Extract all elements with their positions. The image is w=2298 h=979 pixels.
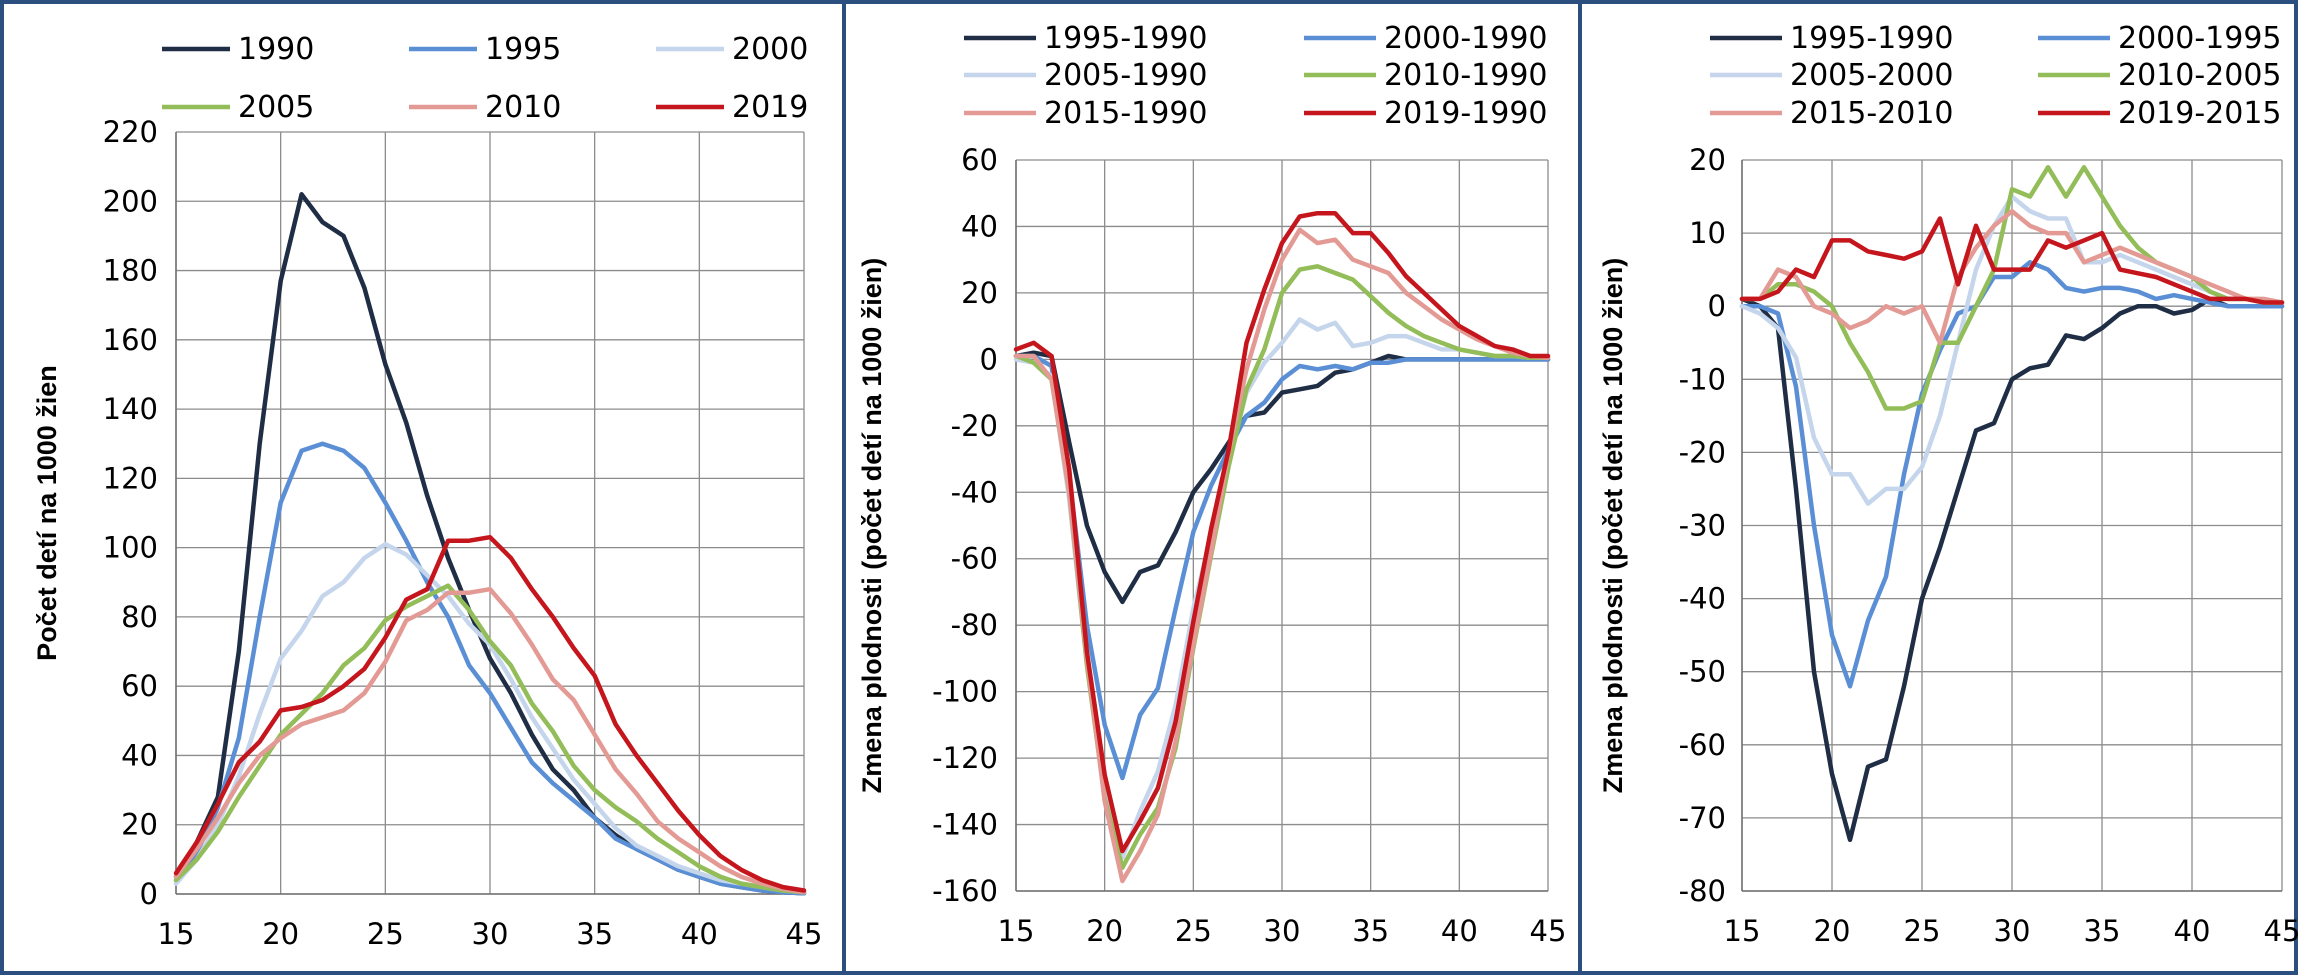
legend-label-2010-2005: 2010-2005 xyxy=(2118,58,2282,93)
y-axis-label: Zmena plodnosti (počet detí na 1000 žien… xyxy=(1598,258,1628,794)
legend-label-2005-2000: 2005-2000 xyxy=(1790,58,1954,93)
x-tick-label: 40 xyxy=(2174,914,2211,948)
y-tick-label: 100 xyxy=(103,531,158,565)
y-tick-label: 0 xyxy=(1708,289,1726,323)
y-tick-label: 160 xyxy=(103,323,158,357)
chart-panel-change-vs-previous: 15 20 25 30 35 40 45 -80 -70 -60 -50 -40 -30 -20 -10 0 1… xyxy=(1578,0,2298,975)
y-tick-label: 20 xyxy=(121,808,158,842)
series-line-2019-2015 xyxy=(1739,216,2285,305)
y-tick-label: 120 xyxy=(103,461,158,495)
y-tick-label: -100 xyxy=(932,675,998,709)
x-tick-label: 15 xyxy=(1724,914,1761,948)
chart-panel-change-vs-1990: 15 20 25 30 35 40 45 -160 -140 -120 -100 -80 -60 -40 -… xyxy=(842,0,1582,975)
y-tick-label: 20 xyxy=(1689,143,1726,177)
chart-svg-change-vs-previous: 15 20 25 30 35 40 45 -80 -70 -60 -50 -40 -30 -20 -10 0 1… xyxy=(1598,21,2298,948)
y-tick-label: 60 xyxy=(961,143,998,177)
legend-label-2000-1990: 2000-1990 xyxy=(1384,21,1548,56)
chart-svg-absolute-fertility: 15 20 25 30 35 40 45 0 20 40 60 80 100 120 140 160 180 20… xyxy=(32,32,823,951)
y-tick-label: -140 xyxy=(932,808,998,842)
y-tick-label: 0 xyxy=(980,342,998,376)
series-line-2000-1995 xyxy=(1739,260,2285,689)
y-tick-label: -20 xyxy=(951,409,998,443)
y-tick-label: 80 xyxy=(121,600,158,634)
x-tick-label: 30 xyxy=(472,917,509,951)
legend-label-2000: 2000 xyxy=(732,32,808,67)
legend-label-2019-2015: 2019-2015 xyxy=(2118,96,2282,131)
chart-svg-change-vs-1990: 15 20 25 30 35 40 45 -160 -140 -120 -100 -80 -60 -40 -… xyxy=(857,21,1567,948)
series-line-2000-1990 xyxy=(1013,353,1551,781)
x-tick-label: 25 xyxy=(1904,914,1941,948)
series-line-2010 xyxy=(173,586,807,895)
series-line-2015-2010 xyxy=(1739,208,2285,346)
y-axis-label: Zmena plodnosti (počet detí na 1000 žien… xyxy=(857,258,887,794)
y-tick-label: -20 xyxy=(1679,435,1726,469)
legend-label-1995-1990: 1995-1990 xyxy=(1044,21,1208,56)
legend-label-1995: 1995 xyxy=(485,32,561,67)
y-tick-label: 200 xyxy=(103,184,158,218)
x-tick-label: 35 xyxy=(576,917,613,951)
x-tick-label: 15 xyxy=(998,914,1035,948)
x-tick-label: 20 xyxy=(262,917,299,951)
x-tick-label: 20 xyxy=(1086,914,1123,948)
y-tick-label: 40 xyxy=(121,738,158,772)
legend-label-2005-1990: 2005-1990 xyxy=(1044,58,1208,93)
y-tick-label: -30 xyxy=(1679,509,1726,543)
y-tick-label: -60 xyxy=(1679,728,1726,762)
y-tick-label: -80 xyxy=(1679,874,1726,908)
legend-label-2019-1990: 2019-1990 xyxy=(1384,96,1548,131)
y-tick-label: 40 xyxy=(961,209,998,243)
y-tick-label: -40 xyxy=(1679,582,1726,616)
legend-label-2015-2010: 2015-2010 xyxy=(1790,96,1954,131)
y-axis-label: Počet detí na 1000 žien xyxy=(32,365,62,661)
y-tick-label: -160 xyxy=(932,874,998,908)
x-tick-label: 45 xyxy=(2264,914,2298,948)
series-line-2019 xyxy=(173,534,807,893)
y-tick-label: -40 xyxy=(951,475,998,509)
series-line-2005 xyxy=(173,583,807,895)
x-tick-label: 25 xyxy=(367,917,404,951)
x-tick-label: 40 xyxy=(1441,914,1478,948)
series-line-1995-1990 xyxy=(1739,296,2285,843)
y-tick-label: -10 xyxy=(1679,362,1726,396)
x-tick-label: 30 xyxy=(1264,914,1301,948)
y-tick-label: 180 xyxy=(103,254,158,288)
legend-label-2000-1995: 2000-1995 xyxy=(2118,21,2282,56)
y-tick-label: 60 xyxy=(121,669,158,703)
x-tick-label: 40 xyxy=(681,917,718,951)
y-tick-label: -70 xyxy=(1679,801,1726,835)
chart-panel-absolute-fertility: 15 20 25 30 35 40 45 0 20 40 60 80 100 120 140 160 180 20… xyxy=(0,0,846,975)
legend-label-2005: 2005 xyxy=(238,90,314,125)
x-tick-label: 35 xyxy=(2084,914,2121,948)
x-tick-label: 20 xyxy=(1814,914,1851,948)
y-tick-label: -50 xyxy=(1679,655,1726,689)
x-tick-label: 15 xyxy=(158,917,195,951)
y-tick-label: -60 xyxy=(951,542,998,576)
legend-label-1990: 1990 xyxy=(238,32,314,67)
x-tick-label: 25 xyxy=(1175,914,1212,948)
series-line-2015-1990 xyxy=(1013,227,1551,884)
y-tick-label: 220 xyxy=(103,115,158,149)
legend-label-2015-1990: 2015-1990 xyxy=(1044,96,1208,131)
legend-label-1995-1990: 1995-1990 xyxy=(1790,21,1954,56)
legend-label-2010: 2010 xyxy=(485,90,561,125)
x-tick-label: 45 xyxy=(786,917,823,951)
x-tick-label: 35 xyxy=(1352,914,1389,948)
y-tick-label: -80 xyxy=(951,608,998,642)
x-tick-label: 30 xyxy=(1994,914,2031,948)
y-tick-label: 10 xyxy=(1689,216,1726,250)
y-tick-label: 20 xyxy=(961,276,998,310)
y-tick-label: 140 xyxy=(103,392,158,426)
y-tick-label: -120 xyxy=(932,741,998,775)
y-tick-label: 0 xyxy=(140,877,158,911)
legend-label-2019: 2019 xyxy=(732,90,808,125)
series-line-2019-1990 xyxy=(1013,210,1551,854)
series-line-1995 xyxy=(173,441,807,896)
legend-label-2010-1990: 2010-1990 xyxy=(1384,58,1548,93)
x-tick-label: 45 xyxy=(1530,914,1567,948)
